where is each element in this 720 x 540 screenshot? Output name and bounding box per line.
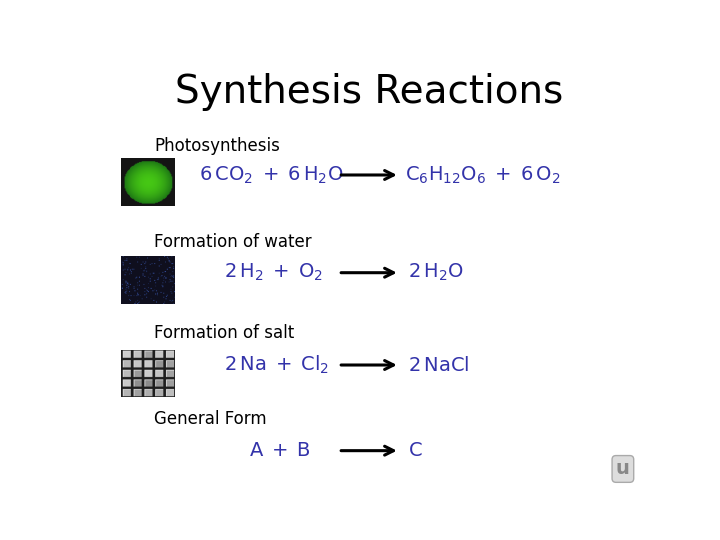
Text: $\mathregular{C}$: $\mathregular{C}$ xyxy=(408,441,423,460)
Text: Formation of salt: Formation of salt xyxy=(154,324,294,342)
Text: $\mathregular{A\;+\;B}$: $\mathregular{A\;+\;B}$ xyxy=(249,441,311,460)
Text: $\mathregular{6\,CO_2\;+\;6\,H_2O}$: $\mathregular{6\,CO_2\;+\;6\,H_2O}$ xyxy=(199,164,343,186)
Text: $\mathregular{2\,H_2O}$: $\mathregular{2\,H_2O}$ xyxy=(408,262,464,284)
Text: General Form: General Form xyxy=(154,410,267,428)
Text: Formation of water: Formation of water xyxy=(154,233,312,251)
Text: Synthesis Reactions: Synthesis Reactions xyxy=(175,73,563,111)
Text: $\mathregular{2\,NaCl}$: $\mathregular{2\,NaCl}$ xyxy=(408,355,469,375)
Text: $\mathregular{2\,Na\;+\;Cl_2}$: $\mathregular{2\,Na\;+\;Cl_2}$ xyxy=(224,354,329,376)
Text: $\mathregular{C_6H_{12}O_6\;+\;6\,O_2}$: $\mathregular{C_6H_{12}O_6\;+\;6\,O_2}$ xyxy=(405,164,561,186)
Text: Photosynthesis: Photosynthesis xyxy=(154,137,280,155)
Text: $\mathregular{2\,H_2\;+\;O_2}$: $\mathregular{2\,H_2\;+\;O_2}$ xyxy=(224,262,323,284)
Text: u: u xyxy=(616,460,630,478)
